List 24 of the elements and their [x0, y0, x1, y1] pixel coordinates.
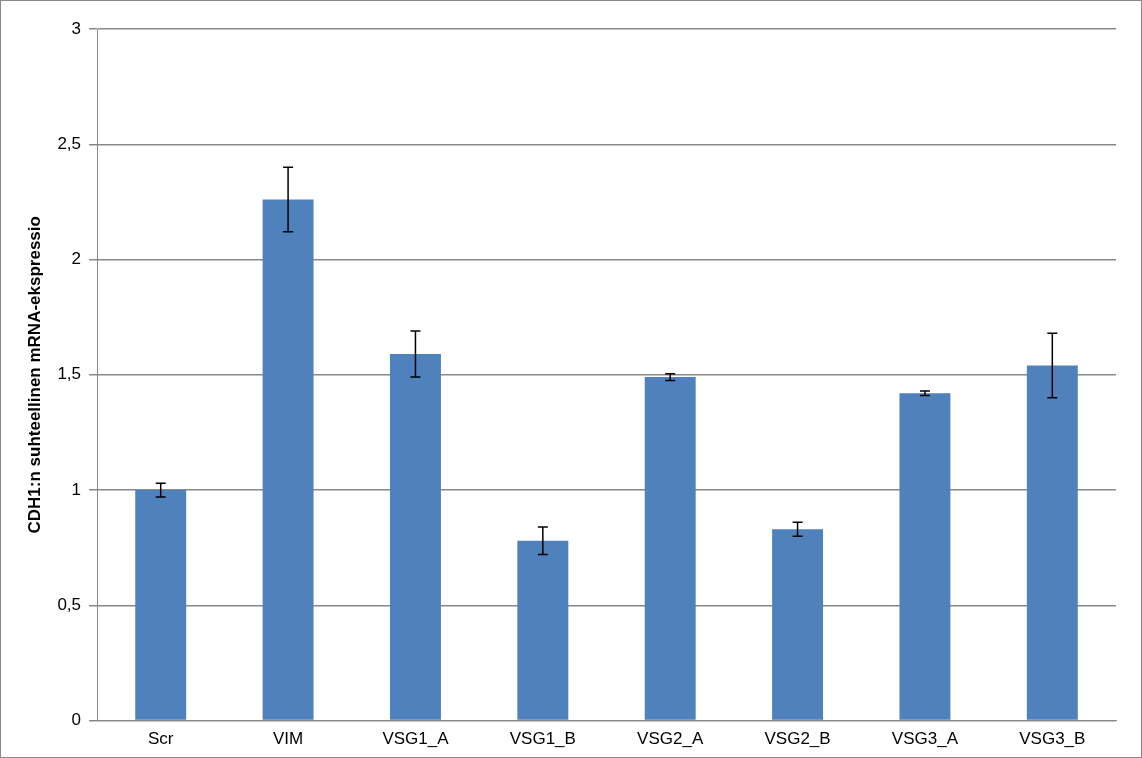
y-tick-label: 0 — [71, 710, 82, 730]
x-tick-label: VIM — [272, 729, 304, 749]
y-tick-label: 3 — [71, 18, 82, 38]
y-axis-title: CDH1:n suhteellinen mRNA-ekspressio — [24, 216, 44, 534]
x-tick-label: VSG2_A — [637, 729, 704, 749]
bar — [517, 540, 569, 720]
bar — [262, 199, 314, 720]
x-tick-label: Scr — [147, 729, 174, 749]
x-tick-label: VSG3_B — [1019, 729, 1086, 749]
bar — [899, 393, 951, 720]
bar — [1026, 365, 1078, 720]
x-tick-label: VSG2_B — [764, 729, 831, 749]
y-tick-label: 1 — [71, 479, 82, 499]
bar — [135, 490, 187, 720]
y-tick-label: 1,5 — [57, 364, 82, 384]
bar — [389, 354, 441, 720]
x-tick-label: VSG1_B — [509, 729, 576, 749]
x-tick-label: VSG3_A — [891, 729, 959, 749]
y-tick-label: 0,5 — [57, 595, 82, 615]
bar — [772, 529, 824, 720]
y-tick-label: 2,5 — [57, 133, 82, 153]
bar — [644, 377, 696, 720]
y-tick-label: 2 — [71, 249, 82, 269]
x-tick-label: VSG1_A — [382, 729, 450, 749]
